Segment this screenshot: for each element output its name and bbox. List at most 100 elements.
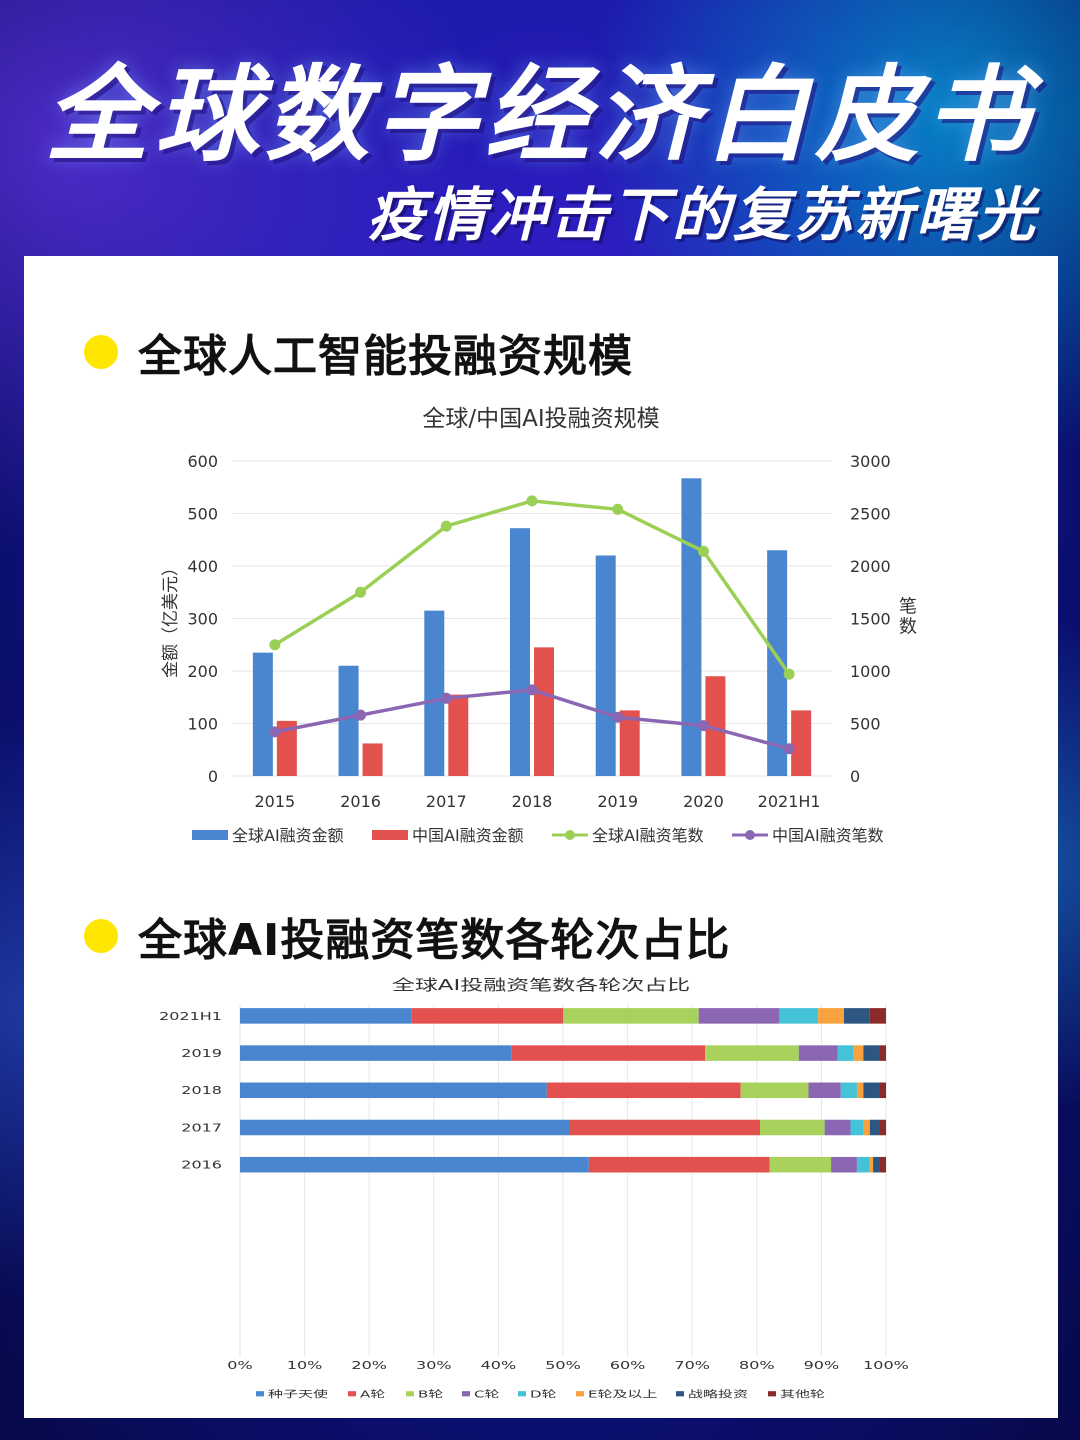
x-tick-label: 30% <box>416 1360 452 1372</box>
bar-global-amount <box>681 478 702 776</box>
line-point <box>526 495 538 507</box>
x-tick-label: 60% <box>610 1360 646 1372</box>
section-header-ai-investment-scale: 全球人工智能投融资规模 <box>84 320 633 384</box>
stack-segment <box>740 1082 809 1099</box>
line-point <box>612 503 624 515</box>
chart-title: 全球AI投融资笔数各轮次占比 <box>392 976 690 994</box>
x-tick-label: 2021H1 <box>758 792 821 811</box>
stack-segment <box>879 1045 886 1061</box>
combo-chart: 全球/中国AI投融资规模 0 0 100 500 200 1000 300 1500 400 200… <box>161 406 917 845</box>
y2-axis-label: 数 <box>899 617 917 638</box>
x-tick-label: 2016 <box>340 792 381 811</box>
x-tick-label: 70% <box>674 1360 710 1372</box>
line-point <box>440 520 452 532</box>
y-tick-label: 2019 <box>181 1048 222 1060</box>
legend-label: C轮 <box>474 1388 500 1400</box>
content-card: 全球人工智能投融资规模 全球/中国AI投融资规模 0 0 100 500 200 1000 3… <box>24 256 1058 1418</box>
stack-segment <box>546 1082 741 1099</box>
stack-segment <box>760 1119 825 1136</box>
y2-tick-label: 0 <box>850 767 860 786</box>
stack-segment <box>837 1045 854 1061</box>
stack-segment <box>831 1156 857 1173</box>
stack-segment <box>511 1045 706 1061</box>
y-tick-label: 500 <box>187 505 218 524</box>
stack-segment <box>818 1008 845 1024</box>
x-tick-label: 2018 <box>512 792 553 811</box>
legend-label: 全球AI融资笔数 <box>592 826 704 845</box>
y-tick-label: 200 <box>187 662 218 681</box>
legend-swatch <box>768 1391 776 1397</box>
line-point <box>697 545 709 557</box>
stack-segment <box>879 1082 886 1099</box>
x-tick-label: 10% <box>287 1360 323 1372</box>
bar-china-amount <box>619 710 640 776</box>
legend-marker <box>565 830 575 840</box>
legend-swatch <box>372 830 408 840</box>
stack-segment <box>240 1082 547 1099</box>
y-tick-label: 400 <box>187 557 218 576</box>
y-tick-label: 100 <box>187 715 218 734</box>
bar-global-amount <box>767 550 788 776</box>
series-line <box>273 499 791 676</box>
legend-label: 种子天使 <box>268 1388 328 1400</box>
stack-segment <box>798 1045 838 1061</box>
legend-swatch <box>256 1391 264 1397</box>
legend-swatch <box>348 1391 356 1397</box>
stack-segment <box>869 1119 880 1136</box>
y2-tick-label: 500 <box>850 715 881 734</box>
stack-segment <box>863 1082 880 1099</box>
legend-label: E轮及以上 <box>588 1388 657 1400</box>
x-tick-label: 50% <box>545 1360 581 1372</box>
stack-segment <box>863 1045 880 1061</box>
y-tick-label: 600 <box>187 452 218 471</box>
stack-segment <box>240 1119 570 1136</box>
line-point <box>355 586 367 598</box>
bar-global-amount <box>424 610 445 776</box>
bar-china-amount <box>534 647 554 776</box>
legend-label: A轮 <box>360 1388 386 1400</box>
bar-china-amount <box>362 743 383 776</box>
legend-swatch <box>576 1391 584 1397</box>
x-tick-label: 100% <box>863 1360 909 1372</box>
legend-swatch <box>406 1391 414 1397</box>
stack-segment <box>240 1045 512 1061</box>
line-point <box>269 639 281 651</box>
y-tick-label: 2018 <box>181 1085 222 1097</box>
page-title: 全球数字经济白皮书 <box>44 54 1035 176</box>
legend-swatch <box>192 830 228 840</box>
legend-swatch <box>462 1391 470 1397</box>
y2-tick-label: 1000 <box>850 662 891 681</box>
y-tick-label: 2016 <box>181 1159 222 1171</box>
line-point <box>612 711 624 723</box>
bar-china-amount <box>705 676 726 776</box>
y2-tick-label: 2000 <box>850 557 891 576</box>
y-tick-label: 0 <box>208 767 218 786</box>
stack-segment <box>869 1156 874 1173</box>
line-point <box>697 720 709 732</box>
line-point <box>526 684 538 696</box>
stack-segment <box>873 1156 880 1173</box>
stack-segment <box>879 1119 886 1136</box>
bar-global-amount <box>338 665 359 776</box>
stack-segment <box>808 1082 841 1099</box>
x-tick-label: 2020 <box>683 792 724 811</box>
section-title: 全球AI投融资笔数各轮次占比 <box>138 915 731 966</box>
stack-segment <box>824 1119 851 1136</box>
line-point <box>269 726 281 738</box>
stack-segment <box>698 1008 780 1024</box>
x-tick-label: 80% <box>739 1360 775 1372</box>
bar-global-amount <box>595 555 616 776</box>
x-tick-label: 2017 <box>426 792 467 811</box>
stack-segment <box>863 1119 870 1136</box>
legend-marker <box>745 830 755 840</box>
bullet-dot-icon <box>84 335 118 369</box>
stack-segment <box>879 1156 886 1173</box>
y2-tick-label: 1500 <box>850 610 891 629</box>
section-title: 全球人工智能投融资规模 <box>138 331 633 382</box>
bar-global-amount <box>252 652 273 776</box>
stack-segment <box>411 1008 563 1024</box>
x-tick-label: 20% <box>351 1360 387 1372</box>
stack-segment <box>850 1119 864 1136</box>
y2-tick-label: 3000 <box>850 452 891 471</box>
bar-global-amount <box>510 528 530 776</box>
